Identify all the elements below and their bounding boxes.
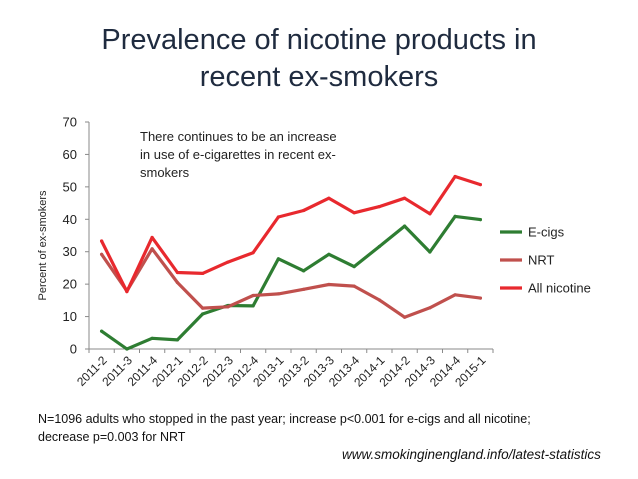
data-point-e-cigs: [100, 329, 104, 333]
data-point-all-nicotine: [150, 235, 154, 240]
y-tick-label: 50: [63, 179, 77, 194]
data-point-e-cigs: [428, 250, 432, 254]
data-point-nrt: [175, 280, 179, 285]
y-tick-label: 0: [70, 342, 77, 357]
chart-annotation: There continues to be an increase: [140, 129, 337, 144]
data-point-nrt: [100, 252, 104, 256]
data-point-nrt: [251, 293, 255, 298]
data-point-e-cigs: [175, 338, 179, 342]
data-point-e-cigs: [201, 312, 205, 316]
chart-annotation: in use of e-cigarettes in recent ex-: [140, 147, 336, 162]
title-line-1: Prevalence of nicotine products in: [101, 24, 537, 56]
data-point-e-cigs: [276, 257, 280, 261]
footnote: N=1096 adults who stopped in the past ye…: [38, 410, 598, 446]
data-point-nrt: [428, 306, 432, 310]
y-tick-label: 40: [63, 212, 77, 227]
y-tick-label: 20: [63, 277, 77, 292]
data-point-nrt: [150, 247, 154, 251]
y-tick-label: 60: [63, 147, 77, 162]
data-point-nrt: [302, 287, 306, 291]
data-point-e-cigs: [352, 265, 356, 269]
data-point-all-nicotine: [100, 239, 104, 243]
data-point-all-nicotine: [478, 182, 482, 187]
title-line-2: recent ex-smokers: [199, 61, 439, 93]
data-point-all-nicotine: [352, 211, 356, 215]
data-point-e-cigs: [403, 224, 407, 228]
data-point-e-cigs: [478, 218, 482, 222]
data-point-nrt: [478, 296, 482, 300]
slide-title: Prevalence of nicotine products in recen…: [0, 22, 638, 96]
data-point-all-nicotine: [302, 208, 306, 213]
data-point-all-nicotine: [251, 251, 255, 255]
footnote-line-1: N=1096 adults who stopped in the past ye…: [38, 412, 531, 426]
data-point-all-nicotine: [428, 212, 432, 216]
y-axis-title: Percent of ex-smokers: [37, 190, 49, 301]
data-point-e-cigs: [453, 214, 457, 218]
data-point-nrt: [276, 292, 280, 296]
series-line-nrt: [99, 247, 482, 319]
data-point-all-nicotine: [403, 196, 407, 200]
data-point-e-cigs: [125, 347, 129, 351]
data-point-e-cigs: [377, 244, 381, 249]
data-point-nrt: [403, 315, 407, 319]
y-tick-label: 10: [63, 309, 77, 324]
data-point-nrt: [377, 298, 381, 302]
data-point-all-nicotine: [276, 215, 280, 219]
data-point-all-nicotine: [201, 271, 205, 276]
data-point-all-nicotine: [125, 290, 129, 294]
legend-label-nrt: NRT: [528, 253, 555, 268]
data-point-e-cigs: [327, 252, 331, 256]
series-line-e-cigs: [99, 214, 482, 351]
source-link[interactable]: www.smokinginengland.info/latest-statist…: [342, 447, 601, 462]
footnote-line-2: decrease p=0.003 for NRT: [38, 430, 186, 444]
chart-annotation: smokers: [140, 165, 190, 180]
data-point-nrt: [352, 284, 356, 288]
data-point-nrt: [327, 282, 331, 287]
data-point-e-cigs: [150, 336, 154, 340]
data-point-e-cigs: [251, 304, 255, 308]
y-tick-label: 70: [63, 115, 77, 130]
data-point-nrt: [453, 293, 457, 297]
data-point-all-nicotine: [327, 196, 331, 200]
legend-label-e-cigs: E-cigs: [528, 225, 565, 240]
data-point-all-nicotine: [377, 205, 381, 209]
y-tick-label: 30: [63, 244, 77, 259]
data-point-all-nicotine: [226, 260, 230, 264]
data-point-all-nicotine: [175, 270, 179, 275]
data-point-nrt: [226, 305, 230, 309]
series-line-all-nicotine: [99, 174, 482, 294]
legend-label-all-nicotine: All nicotine: [528, 281, 591, 296]
data-point-all-nicotine: [453, 174, 457, 179]
data-point-nrt: [201, 306, 205, 310]
data-point-e-cigs: [302, 269, 306, 273]
